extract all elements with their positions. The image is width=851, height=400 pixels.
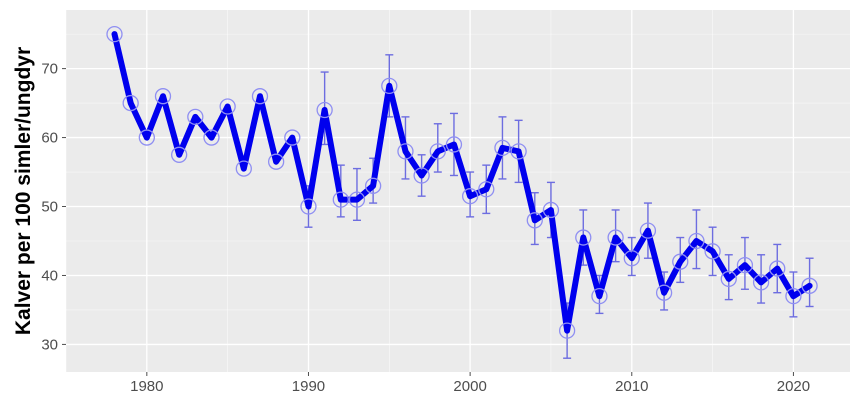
data-point <box>558 322 576 339</box>
y-tick-label: 40 <box>41 267 58 284</box>
y-axis-title: Kalver per 100 simler/ungdyr <box>12 47 35 335</box>
data-point <box>510 143 527 160</box>
data-point <box>413 167 430 184</box>
data-point <box>300 198 317 215</box>
data-point <box>769 260 786 277</box>
x-tick-label: 2020 <box>777 378 810 395</box>
data-point <box>316 101 333 119</box>
data-point <box>381 77 398 94</box>
data-point <box>219 98 236 115</box>
data-point <box>235 160 252 177</box>
data-point <box>688 232 705 250</box>
data-point <box>251 88 269 105</box>
data-point <box>526 212 543 229</box>
data-point <box>801 277 818 294</box>
axis-layer: 1980 1990 2000 2010 2020 30 40 50 60 70 <box>41 61 810 395</box>
data-point <box>607 229 624 246</box>
data-point <box>655 284 673 301</box>
y-tick-label: 30 <box>41 336 58 353</box>
data-point <box>154 88 172 105</box>
data-point <box>348 191 366 208</box>
data-point <box>203 129 220 146</box>
data-point <box>672 253 689 270</box>
y-tick-label: 50 <box>41 199 58 216</box>
data-point <box>623 250 640 267</box>
data-point <box>591 288 608 305</box>
data-point <box>704 243 721 260</box>
data-point <box>332 191 349 208</box>
data-point <box>106 25 123 43</box>
data-point <box>397 143 414 160</box>
data-point <box>575 229 592 246</box>
data-point <box>639 222 657 239</box>
data-point <box>171 146 188 163</box>
y-tick-label: 70 <box>41 61 58 78</box>
data-point <box>429 143 446 160</box>
line-layer <box>111 31 813 334</box>
data-point <box>461 188 479 205</box>
y-tick-label: 60 <box>41 130 58 147</box>
data-point <box>445 136 463 153</box>
x-tick-label: 2010 <box>615 378 648 395</box>
x-tick-label: 1990 <box>292 378 325 395</box>
data-point <box>187 108 204 126</box>
data-point <box>138 129 155 146</box>
data-point <box>752 274 770 291</box>
data-point <box>736 256 754 274</box>
data-point <box>284 129 301 146</box>
data-point <box>494 139 511 157</box>
plot-panel <box>66 10 850 372</box>
data-point <box>364 177 382 194</box>
data-point <box>267 153 285 170</box>
data-point <box>122 94 139 112</box>
data-point <box>720 270 737 288</box>
marker-layer <box>106 25 818 339</box>
data-point <box>785 288 802 305</box>
x-tick-label: 1980 <box>130 378 163 395</box>
series-line <box>111 31 813 334</box>
x-tick-label: 2000 <box>453 378 486 395</box>
data-point <box>542 201 560 219</box>
data-point <box>478 181 495 198</box>
